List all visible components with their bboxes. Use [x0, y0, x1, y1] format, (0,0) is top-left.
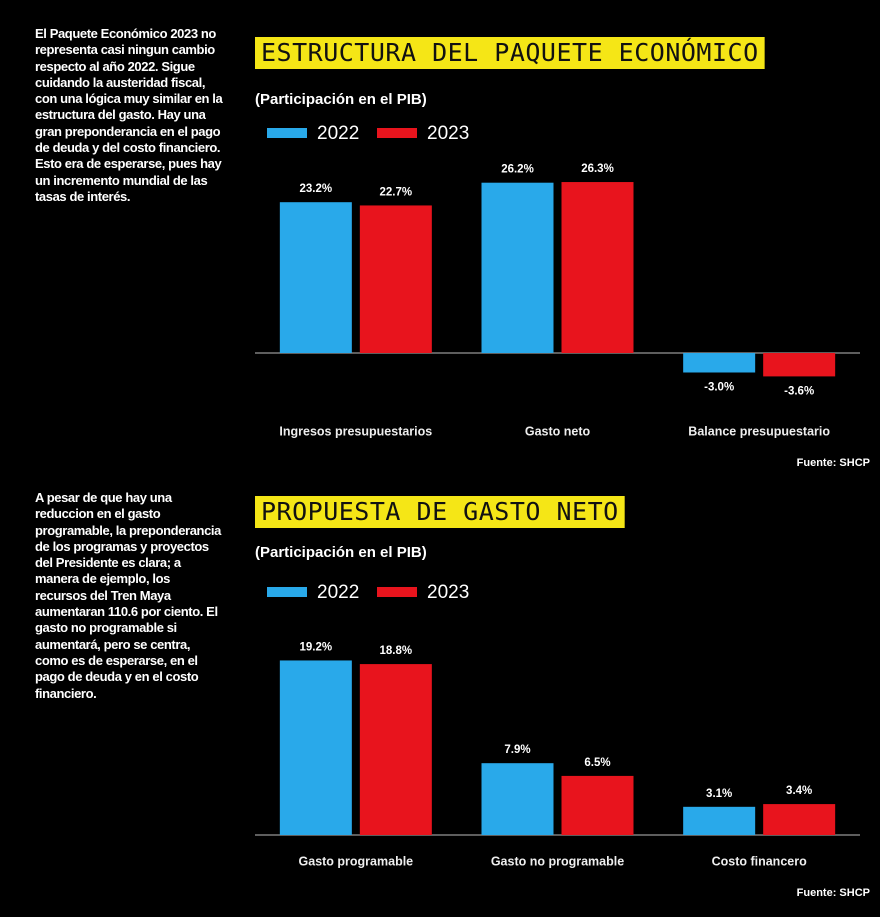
x-tick-label: Balance presupuestario	[688, 424, 830, 438]
bar	[359, 664, 432, 835]
bar	[561, 775, 634, 835]
value-label: 3.1%	[706, 788, 732, 800]
value-label: 23.2%	[300, 183, 333, 195]
value-label: 7.9%	[504, 744, 530, 756]
sidebar-text: El Paquete Económico 2023 no representa …	[35, 26, 223, 204]
sidebar-text: A pesar de que hay una reduccion en el g…	[35, 490, 221, 701]
value-label: -3.6%	[784, 385, 814, 397]
x-tick-label: Gasto no programable	[491, 854, 624, 868]
value-label: 26.2%	[501, 164, 534, 176]
legend-swatch	[267, 128, 307, 138]
x-tick-label: Costo financero	[712, 854, 808, 868]
value-label: 3.4%	[786, 785, 812, 797]
value-label: 22.7%	[380, 186, 413, 198]
bar	[683, 353, 756, 373]
value-label: 26.3%	[581, 163, 614, 175]
legend-label: 2022	[317, 123, 359, 144]
bar	[481, 763, 554, 835]
bar	[763, 804, 836, 835]
x-tick-label: Ingresos presupuestarios	[279, 424, 432, 438]
bar	[279, 202, 352, 353]
source: Fuente: SHCP	[797, 887, 870, 899]
value-label: 6.5%	[584, 757, 610, 769]
chart-subtitle: (Participación en el PIB)	[255, 544, 427, 561]
chart-subtitle: (Participación en el PIB)	[255, 91, 427, 108]
value-label: 19.2%	[300, 641, 333, 653]
bar	[359, 205, 432, 353]
legend-label: 2023	[427, 123, 469, 144]
bar	[561, 182, 634, 353]
legend-label: 2023	[427, 582, 469, 603]
x-tick-label: Gasto neto	[525, 424, 591, 438]
x-tick-label: Gasto programable	[299, 854, 414, 868]
legend-label: 2022	[317, 582, 359, 603]
bar	[763, 353, 836, 377]
legend-swatch	[267, 587, 307, 597]
legend-swatch	[377, 128, 417, 138]
chart-title: ESTRUCTURA DEL PAQUETE ECONÓMICO	[261, 37, 759, 67]
value-label: 18.8%	[380, 645, 413, 657]
bar	[683, 806, 756, 835]
source: Fuente: SHCP	[797, 457, 870, 469]
value-label: -3.0%	[704, 382, 734, 394]
bar	[481, 182, 554, 353]
legend-swatch	[377, 587, 417, 597]
title-background	[255, 37, 765, 69]
bar	[279, 660, 352, 835]
chart-title: PROPUESTA DE GASTO NETO	[261, 497, 619, 526]
title-background	[255, 496, 625, 528]
